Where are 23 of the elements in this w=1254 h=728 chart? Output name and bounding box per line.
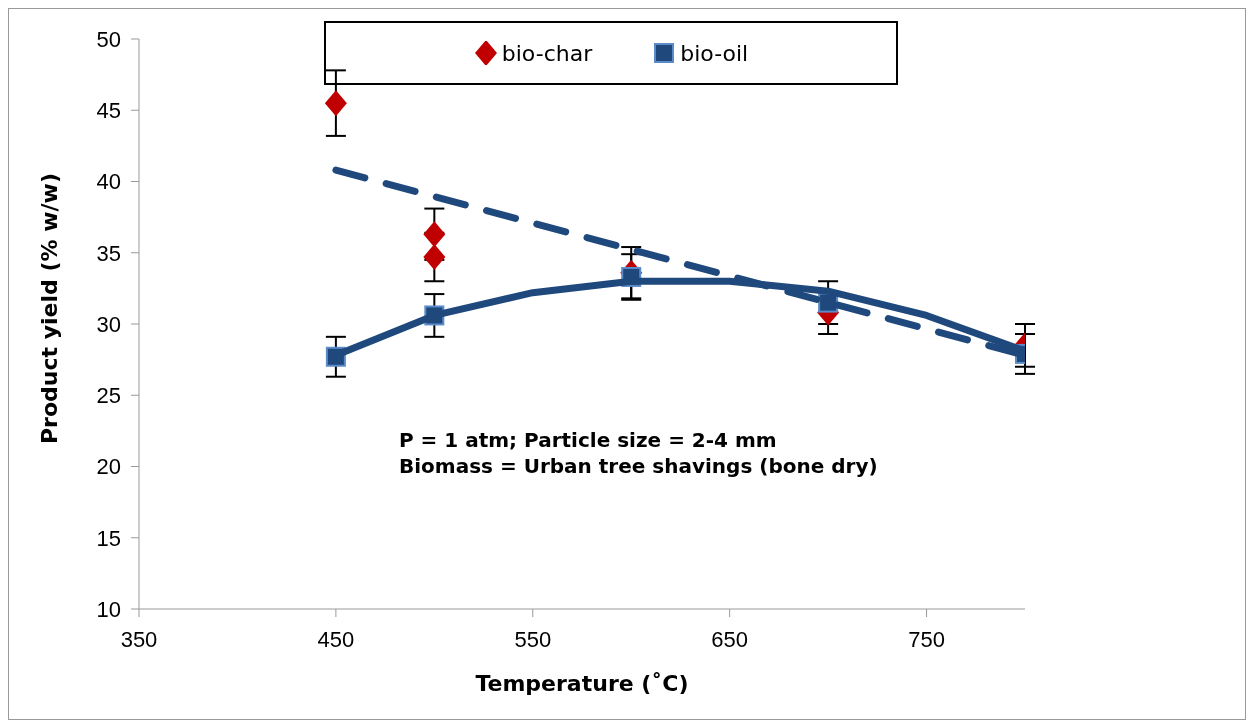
x-tick-label: 350	[120, 626, 158, 652]
y-tick-label: 10	[96, 596, 121, 622]
y-tick-label: 35	[96, 240, 121, 266]
legend-label: bio-oil	[680, 40, 749, 66]
x-axis-title: Temperature (˚C)	[475, 671, 689, 696]
y-tick-label: 40	[96, 169, 121, 195]
y-tick-label: 30	[96, 311, 121, 337]
y-axis-title: Product yield (% w/w)	[36, 173, 62, 444]
point	[423, 244, 446, 271]
legend-label: bio-char	[501, 40, 593, 66]
point	[423, 221, 446, 248]
x-tick-label: 650	[711, 626, 749, 652]
y-tick-label: 45	[96, 98, 121, 124]
x-tick-label: 550	[514, 626, 552, 652]
y-tick-label: 20	[96, 454, 121, 480]
point	[324, 90, 347, 117]
y-tick-label: 25	[96, 383, 121, 409]
annotation: P = 1 atm; Particle size = 2-4 mm	[399, 427, 778, 453]
y-tick-label: 50	[96, 26, 121, 52]
x-tick-label: 450	[317, 626, 355, 652]
x-tick-label: 750	[908, 626, 945, 652]
y-tick-label: 15	[96, 525, 121, 551]
annotation: Biomass = Urban tree shavings (bone dry)	[399, 453, 878, 479]
